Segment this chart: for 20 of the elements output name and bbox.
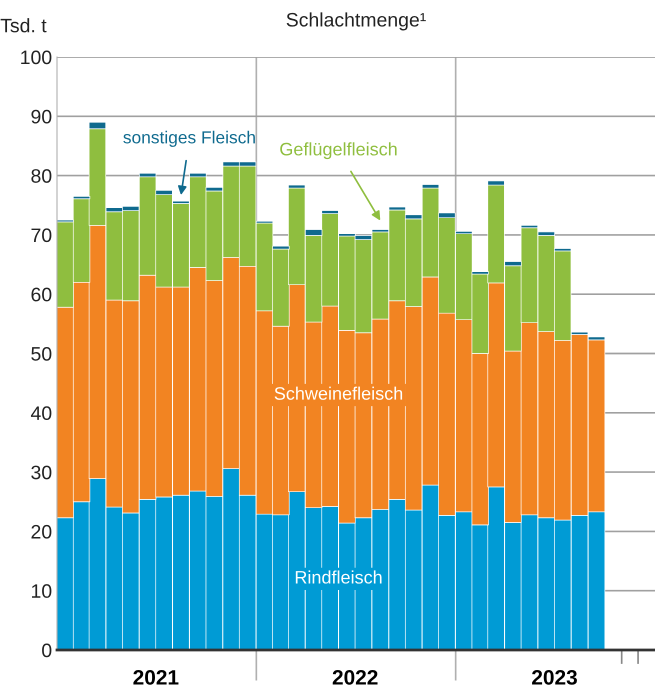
y-tick-label: 50 <box>31 346 52 361</box>
y-tick-label: 30 <box>31 466 52 480</box>
series-label: Rindfleisch <box>296 570 382 584</box>
x-tick-label: 2021 <box>133 670 178 685</box>
series-label: sonstiges Fleisch <box>123 130 255 147</box>
y-tick-label: 10 <box>32 584 52 598</box>
chart-title: Schlachtmenge¹ <box>286 12 426 30</box>
y-tick-label: 90 <box>31 110 52 124</box>
y-tick-label: 20 <box>31 524 52 539</box>
series-label: Schweinefleisch <box>274 386 402 400</box>
y-tick-label: 100 <box>21 50 52 64</box>
y-tick-label: 80 <box>31 169 52 183</box>
series-label: Geflügelfleisch <box>280 142 397 160</box>
y-tick-label: 70 <box>32 228 52 242</box>
x-tick-label: 2022 <box>332 670 378 685</box>
x-tick-label: 2023 <box>532 670 577 685</box>
y-tick-label: 40 <box>30 406 52 420</box>
y-tick-label: 60 <box>32 288 52 302</box>
y-tick-label: 0 <box>42 643 52 658</box>
y-axis-title: Tsd. t <box>0 18 47 32</box>
